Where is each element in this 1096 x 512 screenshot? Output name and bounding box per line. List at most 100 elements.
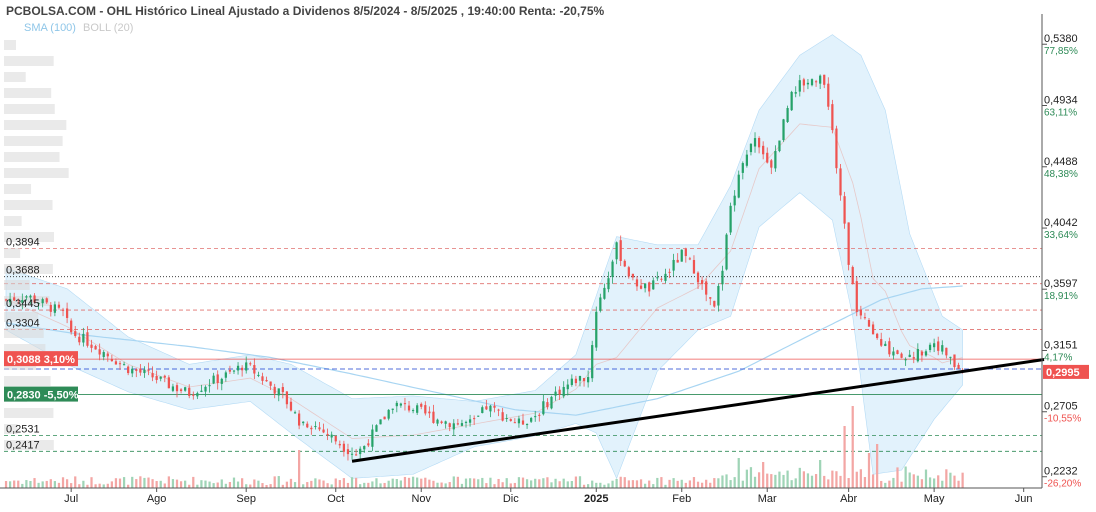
volume-profile-bar [4,312,39,322]
candle-body [25,296,28,298]
candle-body [660,278,663,280]
candle-body [782,119,785,141]
candle-body [338,443,341,446]
candle-body [13,297,16,301]
candle-body [167,377,170,389]
candle-body [188,387,191,396]
volume-bar [794,478,797,488]
candle-body [460,423,464,426]
level-label: 0,3894 [6,236,40,248]
volume-bar [928,477,932,488]
volume-bar [961,472,964,488]
volume-bar [57,482,61,488]
volume-bar [778,471,781,488]
volume-bar [98,483,101,488]
volume-bar [802,471,805,488]
volume-bar [762,462,765,488]
volume-bar [277,476,280,488]
volume-bar [285,481,289,488]
volume-profile-bar [4,72,26,82]
volume-profile-bar [4,104,55,114]
candle-body [106,353,109,357]
volume-bar [485,483,488,488]
candle-body [725,234,728,270]
candle-body [179,389,183,392]
volume-bar [737,458,740,488]
volume-bar [33,478,36,488]
candle-body [937,341,940,351]
candle-body [574,378,578,384]
candle-body [228,369,232,372]
candle-body [359,448,362,455]
volume-profile-bar [4,424,18,434]
volume-bar [114,478,118,488]
volume-bar [322,480,325,488]
candle-body [692,259,696,274]
current-price-label: 0,2995 [1046,367,1080,379]
volume-bar [819,460,822,488]
candle-body [127,366,130,374]
level-labels: 0,3894 0,3688 0,3445 0,3304 0,2531 0,2417 0,30… [4,236,79,451]
volume-bar [468,478,472,488]
volume-bar [436,482,439,488]
candle-body [741,163,744,173]
candle-body [558,389,561,395]
volume-profile-bar [4,136,63,146]
volume-bar [774,474,777,488]
candle-body [786,108,789,122]
candle-body [733,195,736,206]
boll-indicator-label[interactable]: BOLL (20) [83,22,134,34]
candle-body [98,349,101,355]
candle-body [110,359,113,362]
candle-body [554,391,557,396]
volume-bar [37,482,40,488]
volume-bar [871,474,875,488]
volume-bar [460,483,464,488]
volume-bar [196,484,199,488]
sma-100-line [5,285,963,416]
volume-bar [786,470,789,488]
volume-bar [639,479,643,488]
candle-body [171,386,175,391]
candle-body [224,372,227,378]
volume-profile-bar [4,56,54,66]
volume-bar [200,480,203,488]
candle-body [847,222,850,265]
volume-bar [933,478,936,488]
candle-body [452,423,455,430]
volume-bar [656,477,659,488]
candle-body [949,356,952,358]
volume-bar [806,473,810,488]
candle-body [37,303,40,305]
volume-bar [70,483,73,488]
boxed-level-badge [4,386,78,402]
candle-body [387,409,390,419]
candle-body [855,281,858,312]
candle-body [78,336,81,343]
volume-bar [876,444,879,488]
candle-body [863,317,867,319]
volume-bar [216,482,219,488]
volume-profile-bar [4,40,16,50]
candle-body [232,370,236,372]
volume-bar [359,484,362,488]
volume-bar [648,480,651,488]
candle-body [163,375,166,378]
x-tick-label: Feb [672,493,691,505]
candle-body [285,391,289,405]
candle-body [806,82,810,85]
volume-bar [721,475,724,488]
sma-indicator-label[interactable]: SMA (100) [24,22,76,34]
candle-body [159,376,162,379]
volume-bar [407,477,411,488]
volume-bar [444,483,447,488]
candle-body [908,354,911,358]
volume-bar [790,480,793,488]
candle-body [656,277,659,279]
candle-body [652,280,655,290]
volume-bar [273,476,276,488]
candle-body [477,415,480,417]
volume-bar [937,475,940,488]
volume-bar [102,484,105,488]
